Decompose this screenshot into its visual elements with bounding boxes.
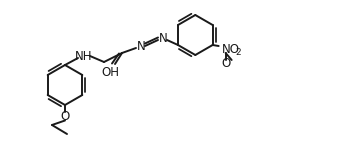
Text: OH: OH <box>101 65 119 78</box>
Text: N: N <box>137 41 146 54</box>
Text: N: N <box>159 32 167 46</box>
Text: 2: 2 <box>236 48 241 57</box>
Text: O: O <box>221 57 230 70</box>
Text: O: O <box>60 109 70 122</box>
Text: NH: NH <box>75 49 93 62</box>
Text: NO: NO <box>222 43 240 56</box>
